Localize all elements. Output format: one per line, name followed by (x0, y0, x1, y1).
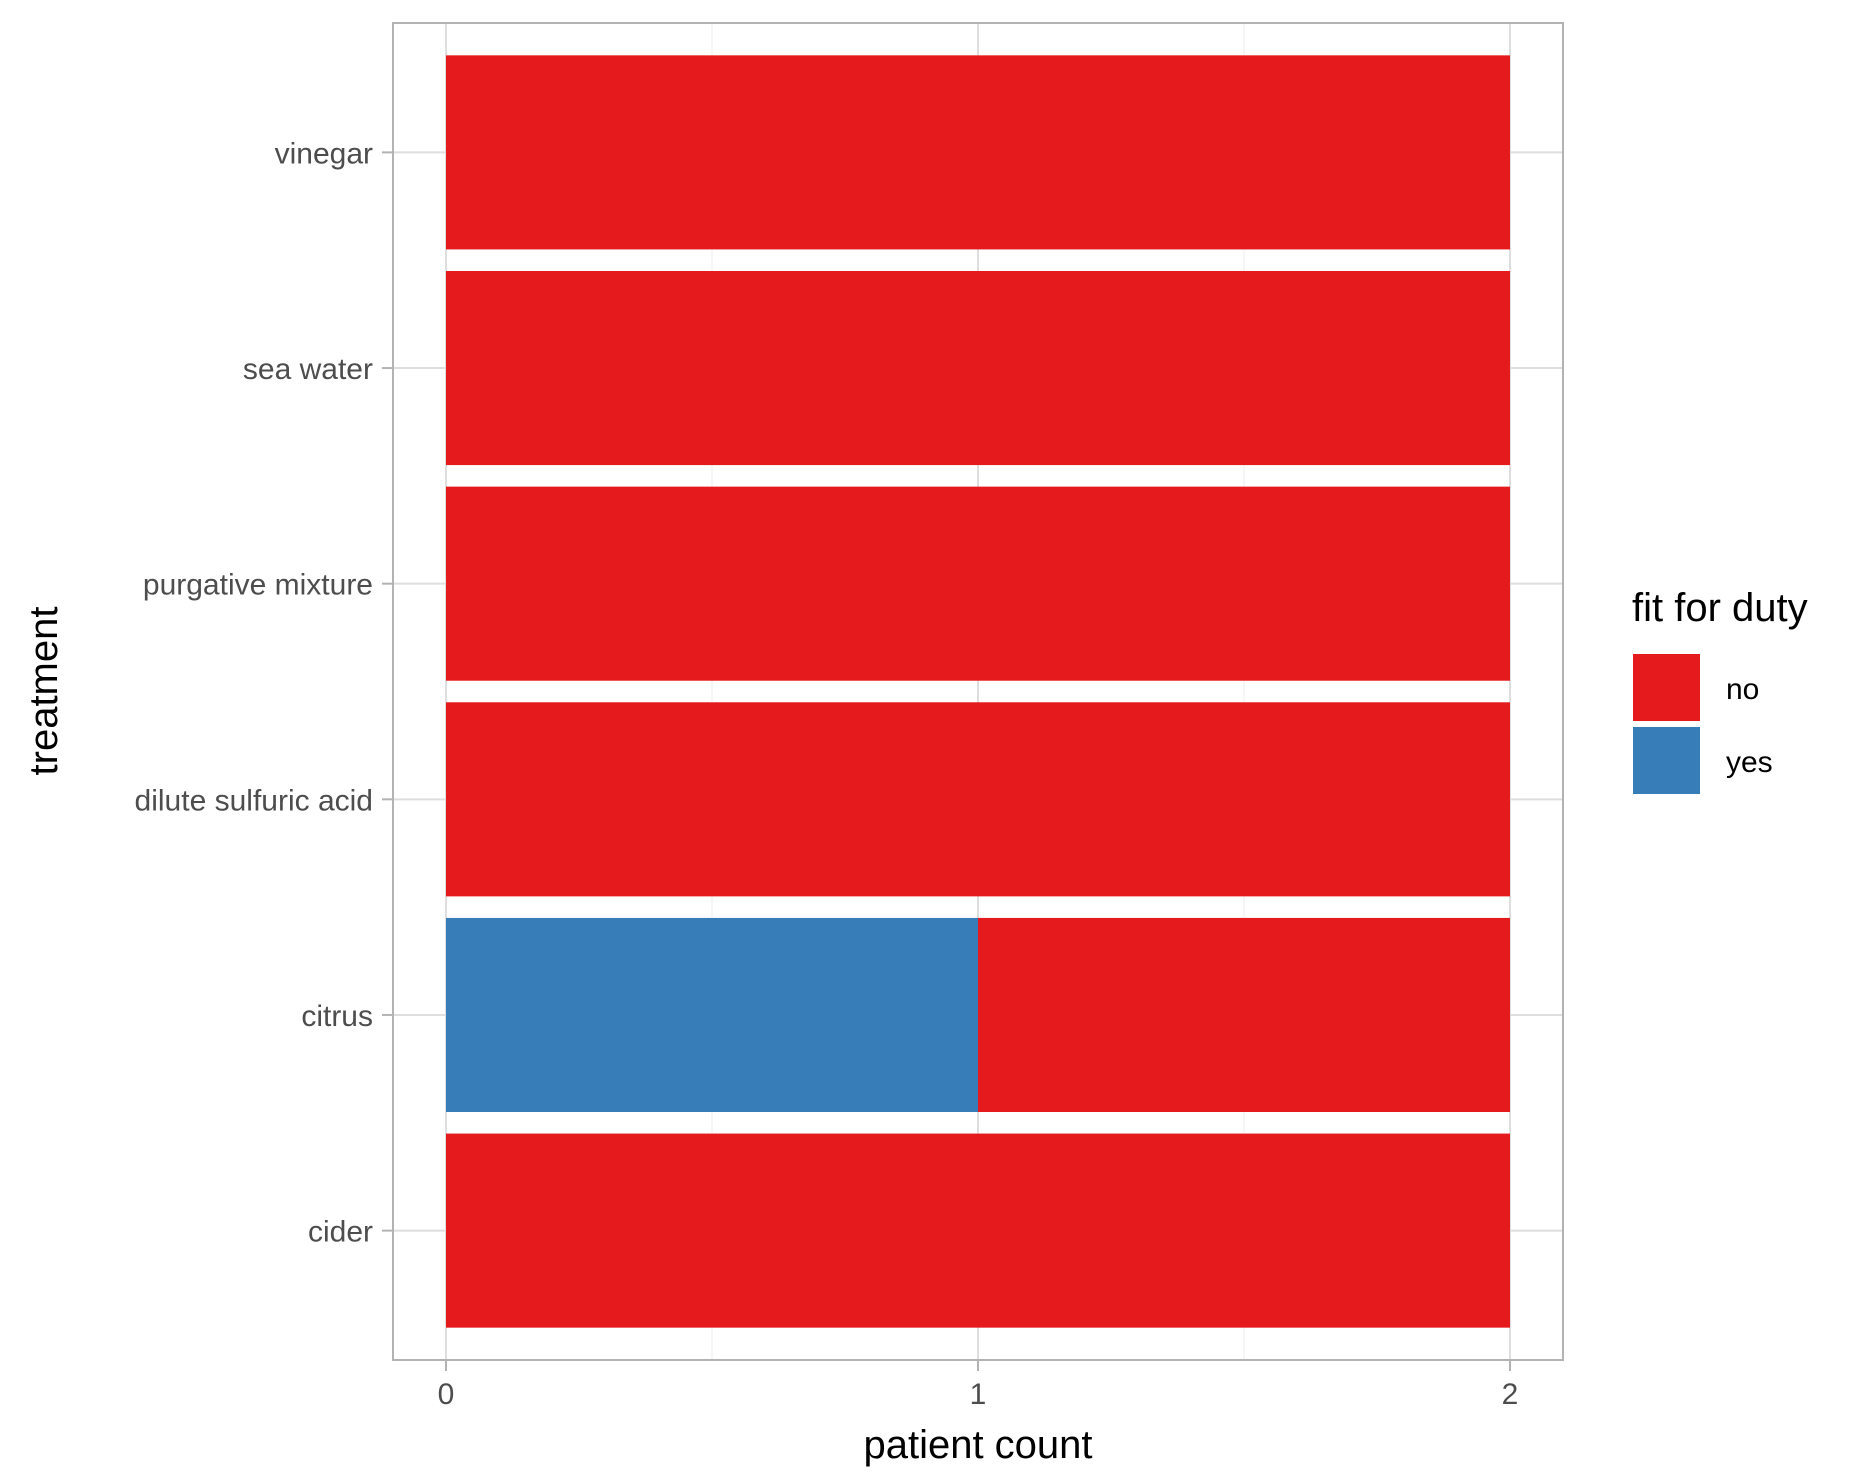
bars (446, 55, 1510, 1328)
y-axis-title: treatment (22, 607, 66, 776)
legend-key-yes (1633, 727, 1700, 794)
bar-no (446, 486, 1510, 681)
y-tick-label: purgative mixture (143, 569, 373, 602)
legend-title: fit for duty (1632, 586, 1808, 630)
y-tick-label: sea water (243, 353, 373, 386)
legend: no yes (1633, 654, 1773, 794)
y-tick-label: cider (308, 1216, 373, 1249)
bar-yes (446, 917, 978, 1113)
bar-no (978, 917, 1510, 1113)
bar-no (446, 270, 1510, 466)
legend-label: no (1726, 673, 1759, 706)
y-tick-label: vinegar (275, 137, 373, 170)
x-tick-label: 0 (438, 1378, 455, 1411)
y-tick-label: dilute sulfuric acid (135, 784, 373, 817)
bar-no (446, 1133, 1510, 1328)
bar-no (446, 55, 1510, 250)
y-tick-label: citrus (301, 1000, 373, 1033)
y-axis: vinegar sea water purgative mixture dilute … (135, 137, 393, 1249)
x-tick-label: 2 (1502, 1378, 1519, 1411)
x-axis: 0 1 2 (438, 1360, 1519, 1411)
bar-no (446, 702, 1510, 897)
legend-key-no (1633, 654, 1700, 721)
x-tick-label: 1 (970, 1378, 987, 1411)
x-axis-title: patient count (863, 1423, 1092, 1467)
legend-label: yes (1726, 746, 1773, 779)
